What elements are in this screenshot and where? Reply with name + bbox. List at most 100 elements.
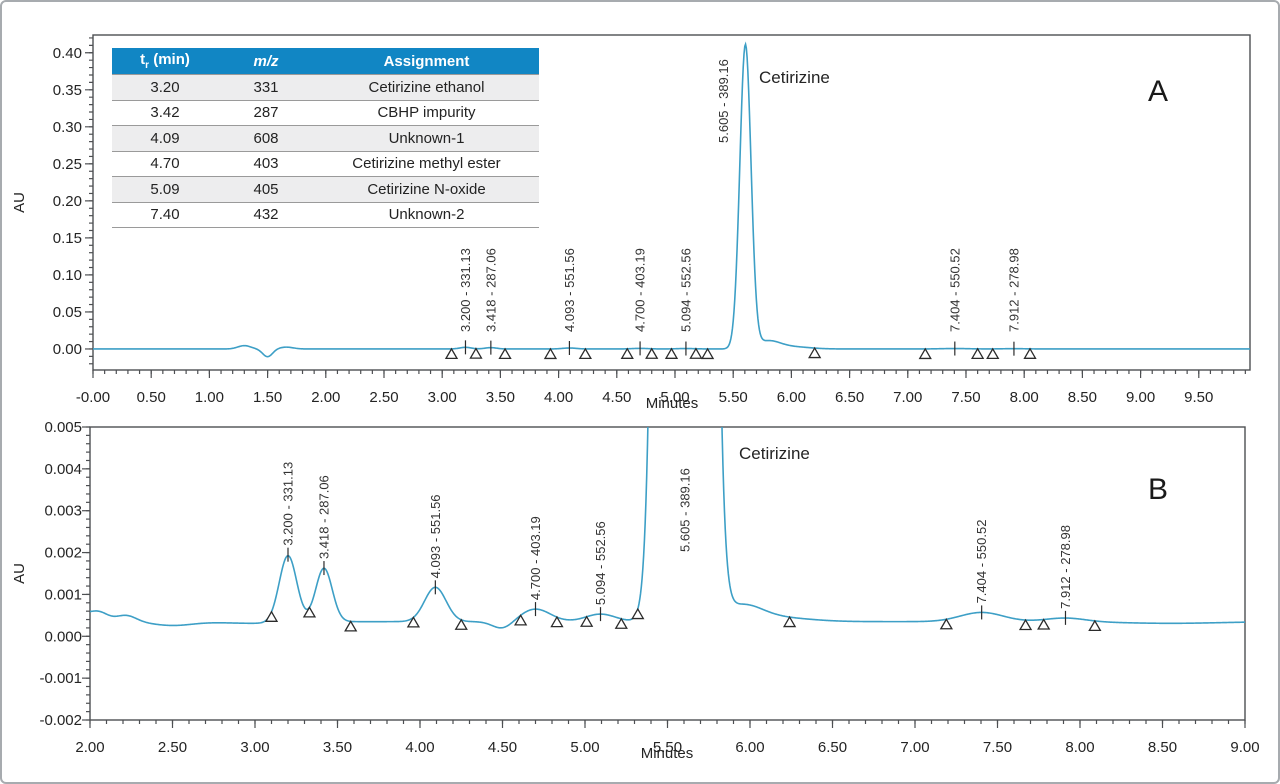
rt-cell: 4.70: [150, 155, 180, 173]
rt-cell: 4.09: [150, 129, 180, 147]
assignment-cell: Cetirizine methyl ester: [352, 155, 501, 173]
svg-text:1.50: 1.50: [253, 389, 282, 406]
svg-text:7.50: 7.50: [983, 739, 1012, 756]
rt-cell: 3.20: [150, 78, 180, 96]
svg-text:0.000: 0.000: [44, 628, 82, 645]
svg-text:7.912 - 278.98: 7.912 - 278.98: [1006, 248, 1021, 332]
peak-labels: 3.200 - 331.13 3.418 - 287.06 4.093 - 551.…: [458, 59, 1021, 356]
mz-cell: 287: [253, 104, 279, 122]
svg-text:1.00: 1.00: [195, 389, 224, 406]
assignment-cell: Cetirizine ethanol: [368, 78, 485, 96]
x-axis-title: Minutes: [646, 395, 699, 412]
svg-text:4.00: 4.00: [544, 389, 573, 406]
table-row: 5.09 405 Cetirizine N-oxide: [112, 176, 539, 202]
svg-text:7.404 - 550.52: 7.404 - 550.52: [947, 248, 962, 332]
svg-text:7.00: 7.00: [900, 739, 929, 756]
svg-text:6.50: 6.50: [818, 739, 847, 756]
mz-cell: 405: [253, 180, 279, 198]
svg-text:5.094 - 552.56: 5.094 - 552.56: [593, 521, 608, 605]
integration-markers: [444, 346, 1037, 360]
x-axis-title: Minutes: [641, 745, 694, 762]
svg-text:5.605 - 389.16: 5.605 - 389.16: [677, 468, 692, 552]
svg-text:0.00: 0.00: [53, 341, 82, 358]
y-axis-title: AU: [11, 563, 28, 584]
svg-text:6.00: 6.00: [735, 739, 764, 756]
svg-text:3.00: 3.00: [240, 739, 269, 756]
panel-A: -0.00 0.50 1.00 1.50 2.00 2.50 3.00 3.50 4.00 4.5…: [11, 34, 1251, 412]
svg-text:3.50: 3.50: [323, 739, 352, 756]
svg-text:2.50: 2.50: [369, 389, 398, 406]
table-row: 3.42 287 CBHP impurity: [112, 99, 539, 125]
col-header-mz: m/z: [253, 52, 279, 70]
svg-text:3.418 - 287.06: 3.418 - 287.06: [316, 475, 331, 559]
svg-text:-0.00: -0.00: [76, 389, 110, 406]
assignment-cell: Unknown-2: [388, 206, 465, 224]
svg-text:8.50: 8.50: [1068, 389, 1097, 406]
svg-text:4.093 - 551.56: 4.093 - 551.56: [562, 248, 577, 332]
svg-text:4.700 - 403.19: 4.700 - 403.19: [633, 248, 648, 332]
table-header-row: tr (min) m/z Assignment: [112, 48, 539, 74]
svg-text:3.200 - 331.13: 3.200 - 331.13: [281, 462, 296, 546]
peak-labels: 3.200 - 331.13 3.418 - 287.06 4.093 - 551.…: [281, 462, 1073, 625]
svg-text:2.00: 2.00: [311, 389, 340, 406]
integration-markers: [264, 606, 1102, 632]
axes: [82, 426, 1246, 728]
rt-cell: 7.40: [150, 206, 180, 224]
svg-text:0.10: 0.10: [53, 267, 82, 284]
svg-text:-0.001: -0.001: [39, 670, 82, 687]
svg-text:4.50: 4.50: [488, 739, 517, 756]
svg-text:0.50: 0.50: [137, 389, 166, 406]
axis-tick-labels: 2.00 2.50 3.00 3.50 4.00 4.50 5.00 5.50 6.00 6.50…: [39, 419, 1259, 756]
axes: [85, 37, 1246, 378]
svg-text:0.05: 0.05: [53, 304, 82, 321]
svg-text:4.700 - 403.19: 4.700 - 403.19: [528, 516, 543, 600]
axis-tick-labels: -0.00 0.50 1.00 1.50 2.00 2.50 3.00 3.50 4.00 4.5…: [53, 45, 1214, 406]
mz-cell: 403: [253, 155, 279, 173]
svg-text:5.50: 5.50: [653, 739, 682, 756]
y-axis-title: AU: [11, 192, 28, 213]
svg-text:6.50: 6.50: [835, 389, 864, 406]
svg-text:3.418 - 287.06: 3.418 - 287.06: [483, 248, 498, 332]
svg-text:2.50: 2.50: [158, 739, 187, 756]
svg-text:4.093 - 551.56: 4.093 - 551.56: [428, 494, 443, 578]
svg-text:0.002: 0.002: [44, 545, 82, 562]
svg-text:5.605 - 389.16: 5.605 - 389.16: [716, 59, 731, 143]
svg-text:5.094 - 552.56: 5.094 - 552.56: [678, 248, 693, 332]
chromatogram-trace-b: [90, 427, 1245, 629]
mz-cell: 608: [253, 129, 279, 147]
svg-text:0.30: 0.30: [53, 119, 82, 136]
table-row: 3.20 331 Cetirizine ethanol: [112, 74, 539, 100]
svg-text:0.004: 0.004: [44, 461, 82, 478]
svg-text:0.40: 0.40: [53, 45, 82, 62]
svg-text:3.50: 3.50: [486, 389, 515, 406]
svg-text:8.00: 8.00: [1010, 389, 1039, 406]
peak-assignment-table: tr (min) m/z Assignment 3.20 331 Cetiriz…: [112, 48, 539, 228]
svg-text:7.50: 7.50: [951, 389, 980, 406]
panel-B: 2.00 2.50 3.00 3.50 4.00 4.50 5.00 5.50 6.00 6.50…: [11, 419, 1260, 762]
svg-text:0.20: 0.20: [53, 193, 82, 210]
svg-text:5.00: 5.00: [570, 739, 599, 756]
svg-text:5.50: 5.50: [719, 389, 748, 406]
svg-text:7.00: 7.00: [893, 389, 922, 406]
table-row: 4.70 403 Cetirizine methyl ester: [112, 150, 539, 176]
plot-frame: [92, 34, 1251, 371]
rt-cell: 3.42: [150, 104, 180, 122]
assignment-cell: Cetirizine N-oxide: [367, 180, 486, 198]
svg-text:9.00: 9.00: [1126, 389, 1155, 406]
panel-letter-a: A: [1148, 75, 1168, 108]
svg-text:4.00: 4.00: [405, 739, 434, 756]
table-row: 4.09 608 Unknown-1: [112, 125, 539, 151]
svg-text:-0.002: -0.002: [39, 712, 82, 729]
svg-text:0.25: 0.25: [53, 156, 82, 173]
rt-cell: 5.09: [150, 180, 180, 198]
svg-text:3.00: 3.00: [428, 389, 457, 406]
svg-text:0.15: 0.15: [53, 230, 82, 247]
svg-text:8.00: 8.00: [1065, 739, 1094, 756]
compound-annotation: Cetirizine: [739, 444, 810, 463]
svg-text:7.912 - 278.98: 7.912 - 278.98: [1058, 525, 1073, 609]
compound-annotation: Cetirizine: [759, 68, 830, 87]
svg-text:0.35: 0.35: [53, 82, 82, 99]
svg-text:8.50: 8.50: [1148, 739, 1177, 756]
svg-text:9.50: 9.50: [1184, 389, 1213, 406]
